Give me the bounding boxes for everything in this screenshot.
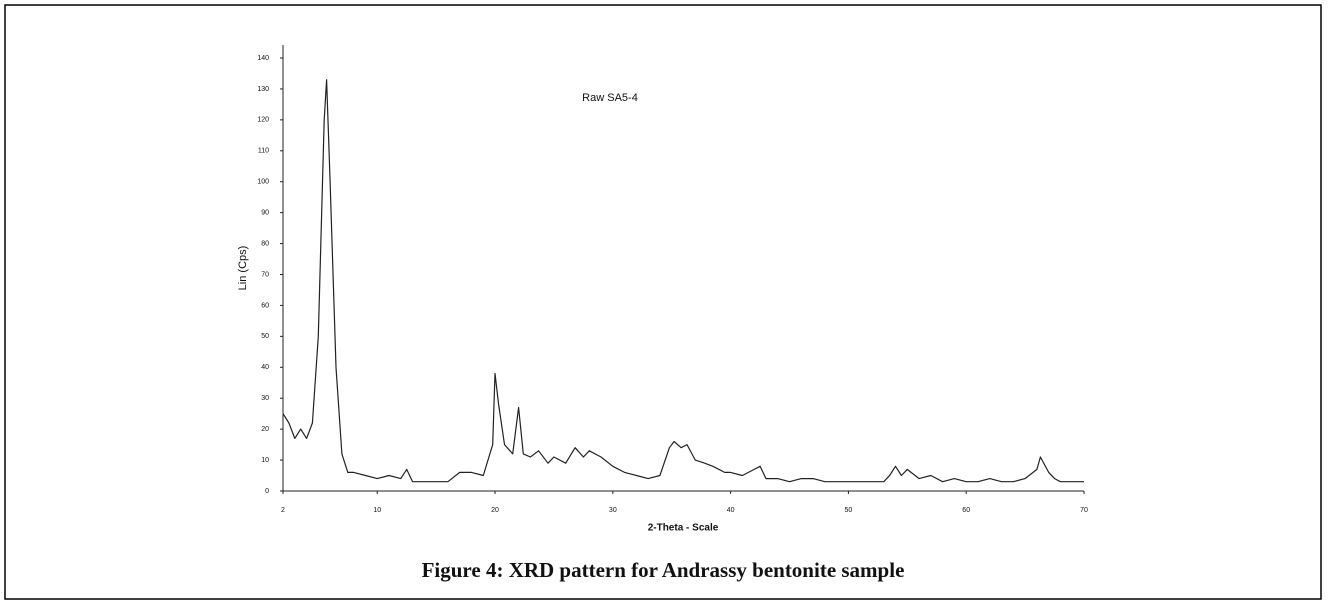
y-tick-label: 110 xyxy=(258,148,269,155)
y-tick-label: 70 xyxy=(261,271,269,278)
y-tick-label: 40 xyxy=(261,364,269,371)
x-tick-label: 60 xyxy=(962,507,970,514)
xrd-line xyxy=(282,79,1084,483)
x-tick-label: 30 xyxy=(609,507,617,514)
y-axis-label: Lin (Cps) xyxy=(237,246,249,291)
y-tick-label: 50 xyxy=(261,333,269,340)
y-tick-label: 100 xyxy=(257,179,269,186)
y-tick-label: 0 xyxy=(265,488,269,495)
x-tick-label: 10 xyxy=(373,507,381,514)
y-tick-label: 80 xyxy=(261,240,269,247)
caption: Figure 4: XRD pattern for Andrassy bento… xyxy=(422,558,905,582)
y-tick-label: 10 xyxy=(261,457,269,464)
y-tick-label: 20 xyxy=(261,426,269,433)
y-tick-label: 130 xyxy=(257,86,269,93)
y-tick-label: 140 xyxy=(257,55,269,62)
chart-title: Raw SA5-4 xyxy=(582,92,638,104)
x-tick-label: 2 xyxy=(281,507,285,514)
figure-border xyxy=(4,4,1322,600)
x-tick-label: 50 xyxy=(845,507,853,514)
x-tick-label: 40 xyxy=(727,507,735,514)
y-tick-label: 120 xyxy=(257,117,269,124)
x-axis-label: 2-Theta - Scale xyxy=(648,523,719,534)
x-tick-label: 70 xyxy=(1080,507,1088,514)
y-tick-label: 30 xyxy=(261,395,269,402)
x-tick-label: 20 xyxy=(491,507,499,514)
y-tick-label: 90 xyxy=(261,209,269,216)
y-tick-label: 60 xyxy=(261,302,269,309)
